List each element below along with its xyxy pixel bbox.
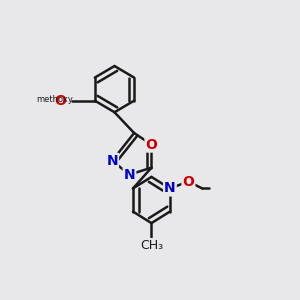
Text: N: N xyxy=(106,154,118,168)
Text: N: N xyxy=(164,182,176,196)
Text: O: O xyxy=(54,94,66,108)
Text: O: O xyxy=(146,138,158,152)
Text: O: O xyxy=(182,175,194,188)
Text: methoxy: methoxy xyxy=(36,95,73,104)
Text: N: N xyxy=(124,168,135,182)
Text: CH₃: CH₃ xyxy=(140,238,163,252)
